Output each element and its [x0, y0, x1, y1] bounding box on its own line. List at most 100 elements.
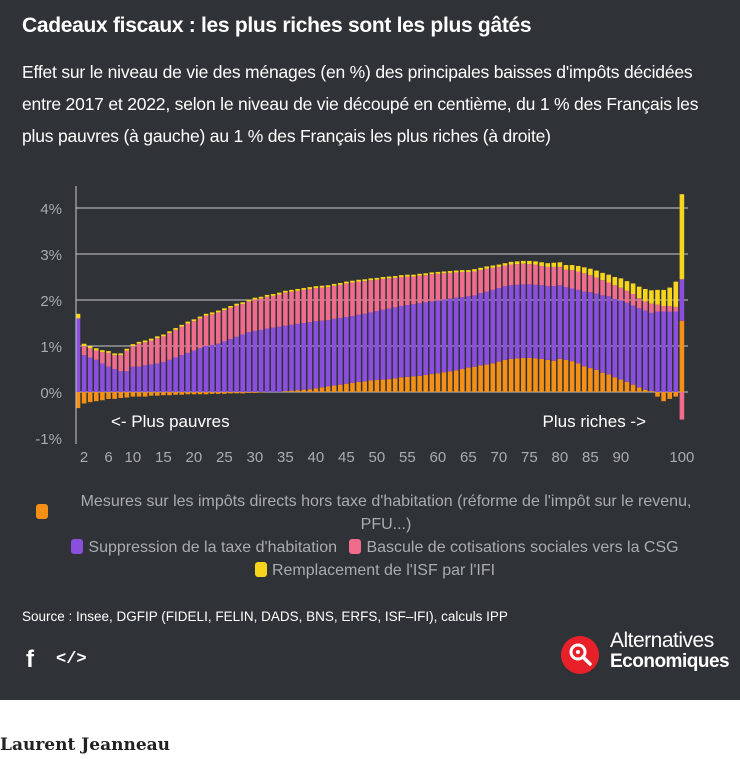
- legend-item-isf-ifi[interactable]: Remplacement de l'ISF par l'IFI: [254, 559, 495, 582]
- bar-segment: [539, 265, 544, 286]
- bar-segment: [75, 313, 81, 319]
- legend-item-housing-tax[interactable]: Suppression de la taxe d'habitation: [71, 536, 337, 559]
- bar-segment: [521, 357, 526, 392]
- bar-segment: [362, 381, 367, 392]
- bar-segment: [441, 299, 447, 373]
- bar-segment: [508, 358, 514, 392]
- bar-segment: [600, 272, 605, 281]
- annotation-richest: Plus riches ->: [543, 412, 647, 431]
- bar-segment: [185, 352, 191, 392]
- bar-segment: [344, 317, 349, 384]
- bar-segment: [575, 363, 581, 392]
- bar-segment: [557, 358, 563, 392]
- bar-segment: [478, 267, 483, 271]
- bar-segment: [643, 310, 648, 390]
- bar-segment: [655, 392, 660, 397]
- bar-segment: [356, 279, 361, 282]
- bar-segment: [588, 275, 593, 293]
- y-tick-label: 0%: [40, 385, 62, 402]
- bar-segment: [447, 271, 453, 273]
- bar-segment: [142, 365, 148, 392]
- bar-segment: [252, 392, 258, 393]
- legend-swatch: [349, 539, 362, 554]
- bar-segment: [319, 320, 325, 388]
- author-byline[interactable]: Laurent Jeanneau: [0, 735, 171, 755]
- bar-segment: [478, 270, 483, 294]
- bar-segment: [338, 284, 343, 318]
- bar-segment: [301, 289, 306, 323]
- bar-segment: [94, 350, 99, 360]
- bar-segment: [173, 328, 178, 330]
- legend: Mesures sur les impôts directs hors taxe…: [30, 490, 720, 582]
- bar-segment: [429, 374, 435, 392]
- bar-segment: [161, 334, 166, 337]
- bar-segment: [344, 383, 349, 392]
- bar-segment: [643, 389, 648, 392]
- bar-segment: [380, 278, 386, 310]
- bar-segment: [136, 343, 142, 367]
- bar-segment: [246, 392, 252, 393]
- bar-segment: [533, 358, 538, 392]
- bar-segment: [216, 312, 221, 344]
- bar-segment: [466, 270, 471, 272]
- bar-segment: [374, 277, 380, 280]
- bar-segment: [661, 289, 666, 306]
- bar-segment: [582, 291, 587, 367]
- embed-code-icon[interactable]: </>: [56, 650, 87, 669]
- bar-segment: [356, 381, 361, 392]
- bar-segment: [636, 308, 642, 388]
- bar-segment: [643, 288, 648, 302]
- bar-segment: [557, 266, 563, 286]
- x-tick-label: 80: [552, 449, 569, 466]
- bar-segment: [289, 289, 294, 292]
- legend-label: Suppression de la taxe d'habitation: [88, 539, 337, 556]
- bar-segment: [130, 392, 136, 397]
- bar-segment: [636, 298, 642, 309]
- bar-segment: [612, 377, 618, 392]
- bar-segment: [368, 312, 374, 381]
- bar-segment: [661, 305, 666, 312]
- bar-segment: [155, 338, 160, 364]
- x-tick-label: 2: [80, 449, 88, 466]
- bar-segment: [539, 285, 544, 359]
- bar-segment: [118, 353, 123, 356]
- bar-segment: [612, 299, 618, 378]
- bar-segment: [228, 307, 233, 340]
- bar-segment: [87, 357, 93, 392]
- bar-segment: [264, 296, 270, 329]
- bar-segment: [234, 303, 239, 306]
- bar-segment: [191, 321, 197, 351]
- x-tick-label: 35: [277, 449, 294, 466]
- bar-segment: [460, 271, 465, 298]
- x-tick-label: 50: [369, 449, 386, 466]
- bar-segment: [655, 311, 660, 392]
- bar-segment: [472, 295, 477, 367]
- bar-segment: [411, 376, 416, 392]
- bar-segment: [222, 392, 227, 394]
- legend-item-direct-taxes[interactable]: Mesures sur les impôts directs hors taxe…: [30, 490, 720, 536]
- bar-segment: [319, 287, 325, 321]
- bar-segment: [441, 273, 447, 300]
- bar-segment: [551, 360, 557, 392]
- bar-segment: [661, 392, 666, 402]
- bar-segment: [374, 279, 380, 312]
- bar-segment: [124, 371, 130, 392]
- bar-segment: [209, 392, 215, 394]
- bar-segment: [484, 291, 489, 365]
- bar-segment: [429, 272, 435, 275]
- bar-segment: [502, 359, 508, 392]
- magnifier-logo-icon: [561, 636, 599, 674]
- legend-item-csg[interactable]: Bascule de cotisations sociales vers la …: [349, 536, 679, 559]
- x-tick-label: 60: [430, 449, 447, 466]
- bar-segment: [81, 346, 87, 356]
- brand-line-2: Economiques: [610, 651, 730, 672]
- bar-segment: [423, 273, 428, 276]
- bar-segment: [331, 283, 337, 286]
- bar-segment: [356, 314, 361, 382]
- bar-segment: [197, 318, 203, 349]
- facebook-icon[interactable]: f: [26, 646, 34, 673]
- bar-segment: [374, 311, 380, 381]
- bar-segment: [399, 377, 404, 392]
- brand-logo[interactable]: Alternatives Economiques: [610, 630, 730, 672]
- bar-segment: [161, 392, 166, 396]
